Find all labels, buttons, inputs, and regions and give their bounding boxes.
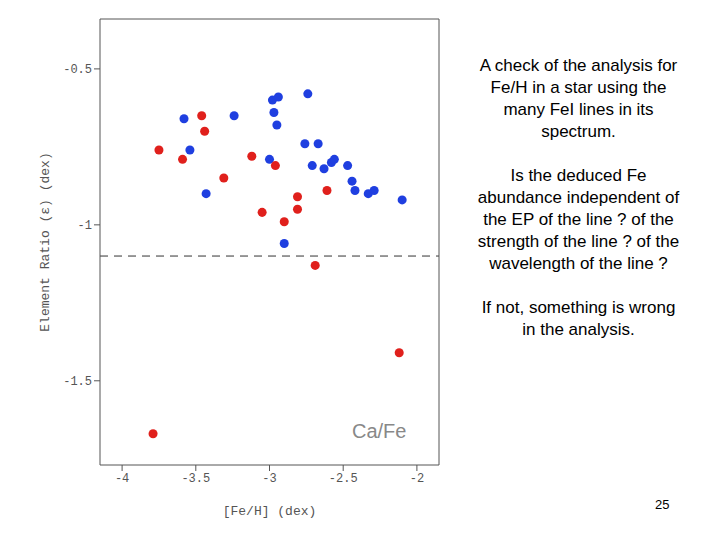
svg-text:-1.5: -1.5 [63, 375, 92, 389]
svg-text:-4: -4 [115, 472, 129, 486]
svg-text:Element Ratio (ε) (dex): Element Ratio (ε) (dex) [38, 152, 53, 331]
html-text:A check of the analysis for Fe: A check of the analysis for Fe/H in a st… [479, 56, 678, 141]
svg-text:-0.5: -0.5 [63, 63, 92, 77]
html-text:Is the deduced Fe abundance in: Is the deduced Fe abundance independent … [477, 166, 680, 273]
svg-text:-2: -2 [410, 472, 424, 486]
html-text:Ca/Fe: Ca/Fe [352, 420, 407, 442]
svg-text:-3: -3 [262, 472, 276, 486]
svg-text:-1: -1 [78, 219, 92, 233]
svg-text:-2.5: -2.5 [329, 472, 358, 486]
svg-text:[Fe/H] (dex): [Fe/H] (dex) [223, 504, 317, 519]
html-text:25: 25 [655, 497, 670, 512]
svg-text:-3.5: -3.5 [181, 472, 210, 486]
html-text:If not, something is wrong in: If not, something is wrong in the analys… [481, 298, 676, 339]
